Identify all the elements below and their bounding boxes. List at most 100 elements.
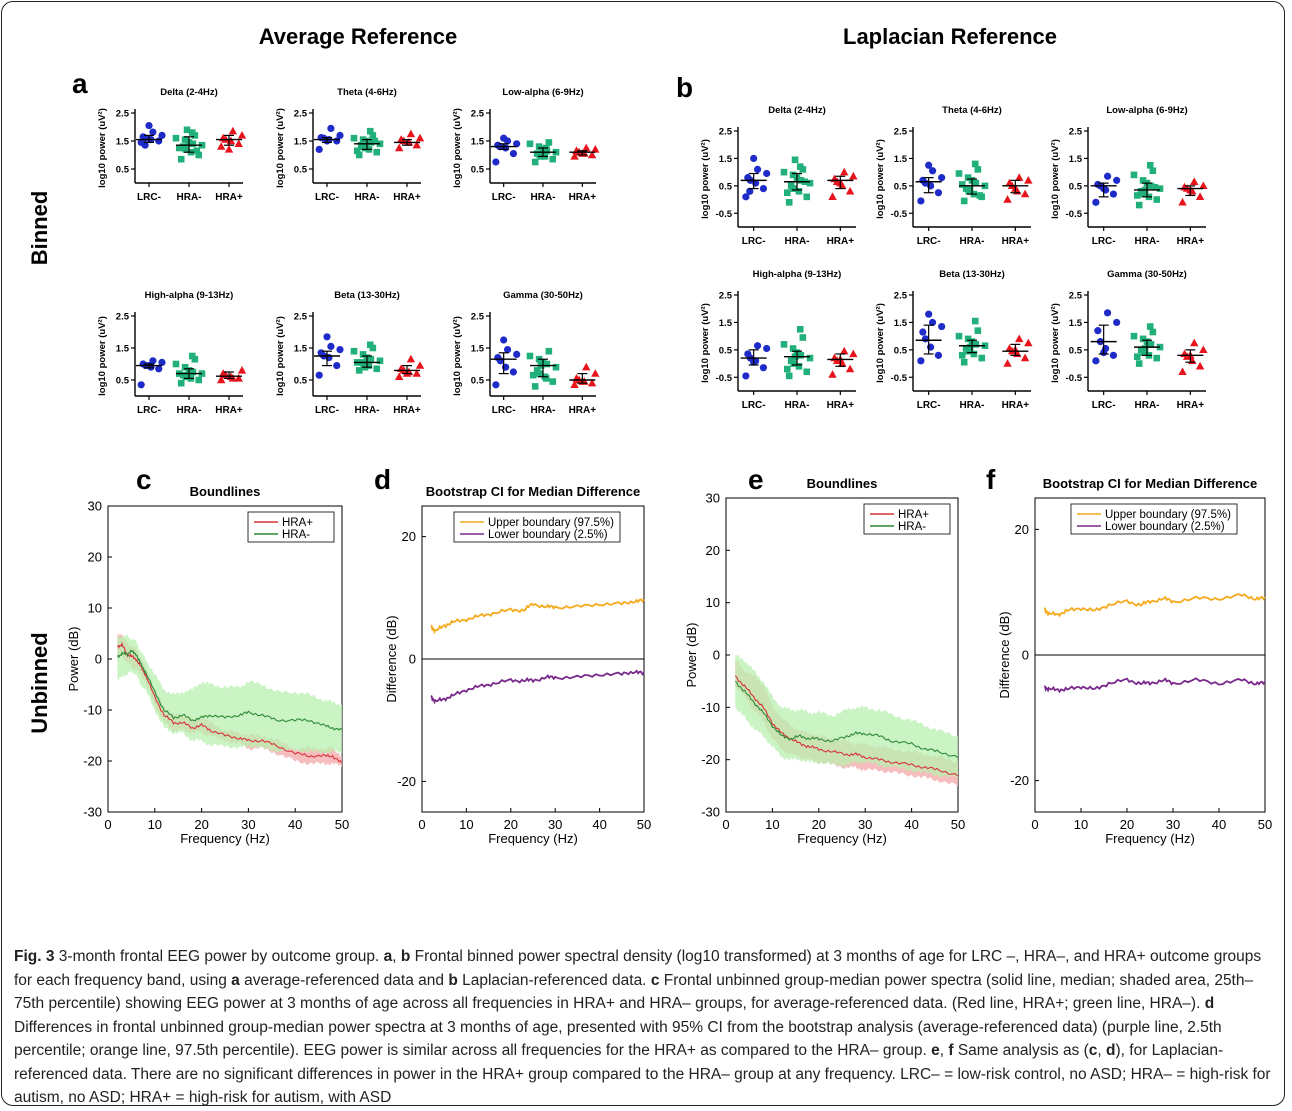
- x-tick-label: HRA+: [393, 192, 421, 203]
- data-point: [796, 325, 804, 333]
- data-point: [158, 358, 166, 366]
- data-point: [750, 154, 758, 163]
- data-point: [172, 134, 180, 142]
- data-point: [350, 347, 358, 355]
- data-point: [217, 375, 226, 384]
- data-point: [958, 352, 966, 359]
- y-tick-label: 1.5: [1069, 318, 1083, 329]
- data-point: [494, 354, 502, 362]
- x-tick-label: LRC-: [917, 236, 941, 247]
- x-tick-label: 0: [104, 817, 111, 832]
- data-point: [509, 368, 518, 376]
- x-tick-label: 40: [1212, 817, 1226, 832]
- y-axis-label: log10 power (uV²): [275, 108, 286, 188]
- data-point: [327, 342, 335, 350]
- y-tick-label: 2.5: [471, 312, 485, 323]
- data-point: [971, 160, 979, 168]
- caption-part: 3-month frontal EEG power by outcome gro…: [54, 948, 384, 965]
- data-point: [970, 350, 978, 358]
- data-point: [582, 143, 591, 152]
- caption-part: c: [1088, 1042, 1098, 1059]
- data-point: [333, 362, 341, 370]
- data-point: [357, 141, 365, 149]
- data-point: [350, 134, 358, 142]
- data-point: [172, 360, 180, 368]
- data-point: [396, 135, 406, 143]
- data-point: [1015, 173, 1024, 181]
- data-point: [1146, 323, 1154, 330]
- data-point: [492, 158, 500, 166]
- y-tick-label: 2.5: [116, 312, 130, 323]
- data-point: [795, 363, 803, 370]
- series-line: [116, 649, 343, 731]
- y-axis-label: log10 power (uV²): [700, 303, 711, 383]
- row-label-binned: Binned: [27, 191, 52, 266]
- chart-title: Boundlines: [190, 484, 261, 499]
- data-point: [366, 341, 374, 349]
- data-point: [742, 193, 750, 201]
- data-point: [234, 139, 243, 147]
- binned-panel: High-alpha (9-13Hz) 0.5 1.5 2.5 log10 power …: [97, 290, 247, 416]
- data-point: [492, 381, 500, 389]
- y-axis-label: log10 power (uV²): [1050, 139, 1061, 219]
- x-tick-label: 10: [459, 817, 473, 832]
- y-tick-label: 0.5: [1069, 345, 1083, 356]
- data-point: [917, 357, 925, 365]
- legend-label: Lower boundary (2.5%): [1105, 521, 1225, 533]
- x-tick-label: LRC-: [742, 236, 766, 247]
- chart-title: High-alpha (9-13Hz): [753, 269, 842, 280]
- data-point: [234, 374, 243, 382]
- data-point: [742, 372, 750, 380]
- data-point: [785, 199, 793, 206]
- data-point: [149, 128, 157, 136]
- data-point: [543, 360, 551, 368]
- data-point: [763, 344, 771, 353]
- data-point: [928, 167, 937, 175]
- y-tick-label: 20: [706, 543, 720, 558]
- unbinned-panel: Bootstrap CI for Median Difference 0 10 20 3…: [997, 476, 1272, 846]
- data-point: [938, 322, 946, 331]
- y-tick-label: 20: [88, 550, 102, 565]
- data-point: [806, 354, 814, 362]
- data-point: [224, 145, 234, 153]
- data-point: [513, 350, 521, 358]
- data-point: [406, 129, 416, 138]
- x-tick-label: 30: [241, 817, 255, 832]
- x-tick-label: 50: [335, 817, 349, 832]
- data-point: [373, 365, 381, 373]
- x-tick-label: LRC-: [1092, 400, 1116, 411]
- data-point: [1020, 189, 1030, 198]
- caption-part: d: [1204, 995, 1215, 1012]
- data-point: [188, 129, 196, 136]
- data-point: [1151, 183, 1159, 191]
- y-tick-label: 30: [88, 499, 102, 514]
- data-point: [336, 131, 344, 139]
- x-tick-label: HRA-: [177, 192, 202, 203]
- data-point: [545, 139, 553, 146]
- data-point: [744, 174, 752, 182]
- data-point: [531, 158, 539, 166]
- caption-part: Frontal unbinned group-median power spec…: [14, 971, 1254, 1013]
- legend-box: [247, 511, 335, 543]
- y-tick-label: 2.5: [894, 291, 908, 302]
- y-tick-label: 2.5: [719, 291, 733, 302]
- chart-title: Low-alpha (6-9Hz): [1106, 105, 1187, 116]
- data-point: [1094, 180, 1102, 189]
- data-point: [962, 345, 970, 352]
- x-tick-label: 0: [722, 817, 729, 832]
- data-point: [145, 122, 153, 130]
- y-tick-label: 0.5: [719, 345, 733, 356]
- y-tick-label: 0: [95, 652, 102, 667]
- data-point: [934, 189, 943, 197]
- data-point: [531, 383, 539, 390]
- y-axis-label: log10 power (uV²): [700, 139, 711, 219]
- data-point: [545, 347, 553, 355]
- data-point: [849, 171, 858, 180]
- data-point: [1005, 178, 1014, 187]
- y-tick-label: 0.5: [116, 165, 130, 176]
- data-point: [828, 192, 837, 201]
- data-point: [406, 354, 416, 363]
- data-point: [179, 371, 187, 379]
- series-line: [430, 669, 645, 705]
- data-point: [787, 357, 795, 365]
